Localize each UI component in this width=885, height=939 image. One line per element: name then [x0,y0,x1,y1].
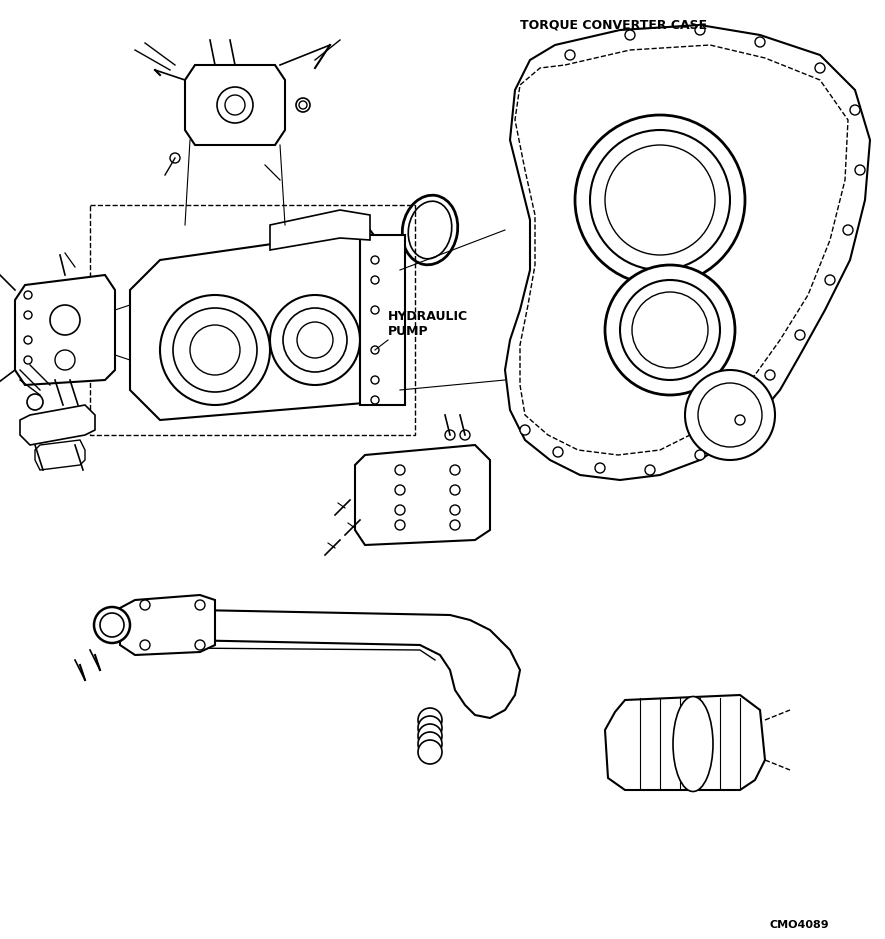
Circle shape [418,740,442,764]
Circle shape [765,370,775,380]
Circle shape [195,640,205,650]
Polygon shape [120,595,215,655]
Circle shape [698,383,762,447]
Circle shape [645,465,655,475]
Circle shape [460,430,470,440]
Text: TORQUE CONVERTER CASE: TORQUE CONVERTER CASE [520,18,707,31]
Circle shape [297,322,333,358]
Ellipse shape [403,195,458,265]
Circle shape [195,600,205,610]
Circle shape [795,330,805,340]
Circle shape [140,640,150,650]
Circle shape [395,485,405,495]
Circle shape [371,306,379,314]
Circle shape [418,708,442,732]
Circle shape [685,370,775,460]
Circle shape [450,520,460,530]
Polygon shape [130,230,400,420]
Circle shape [270,295,360,385]
Text: CMO4089: CMO4089 [770,920,829,930]
Polygon shape [15,275,115,385]
Circle shape [755,37,765,47]
Polygon shape [270,210,370,250]
Circle shape [140,600,150,610]
Circle shape [695,25,705,35]
Circle shape [225,95,245,115]
Ellipse shape [673,697,713,792]
Circle shape [24,291,32,299]
Circle shape [283,308,347,372]
Circle shape [595,463,605,473]
Polygon shape [185,65,285,145]
Circle shape [160,295,270,405]
Circle shape [24,311,32,319]
Polygon shape [20,405,95,445]
Circle shape [296,98,310,112]
Circle shape [27,394,43,410]
Circle shape [450,465,460,475]
Circle shape [24,356,32,364]
Circle shape [735,415,745,425]
Polygon shape [605,695,765,790]
Circle shape [24,336,32,344]
Circle shape [553,447,563,457]
Ellipse shape [408,201,451,259]
Circle shape [94,607,130,643]
Circle shape [371,376,379,384]
Circle shape [170,153,180,163]
Circle shape [450,505,460,515]
Circle shape [850,105,860,115]
Circle shape [815,63,825,73]
Circle shape [299,101,307,109]
Circle shape [395,465,405,475]
Polygon shape [505,25,870,480]
Circle shape [565,50,575,60]
Circle shape [590,130,730,270]
Circle shape [371,346,379,354]
Circle shape [695,450,705,460]
Circle shape [371,256,379,264]
Circle shape [395,520,405,530]
Circle shape [190,325,240,375]
Polygon shape [35,440,85,470]
Circle shape [605,265,735,395]
Circle shape [450,485,460,495]
Circle shape [418,732,442,756]
Circle shape [855,165,865,175]
Circle shape [50,305,80,335]
Circle shape [100,613,124,637]
Circle shape [605,145,715,255]
Circle shape [371,396,379,404]
Circle shape [825,275,835,285]
Circle shape [418,716,442,740]
Circle shape [625,30,635,40]
Circle shape [445,430,455,440]
Circle shape [395,505,405,515]
Circle shape [371,276,379,284]
Circle shape [520,425,530,435]
Circle shape [843,225,853,235]
Circle shape [620,280,720,380]
Circle shape [55,350,75,370]
Circle shape [418,724,442,748]
Circle shape [632,292,708,368]
Circle shape [217,87,253,123]
Bar [360,235,405,405]
Circle shape [575,115,745,285]
Circle shape [173,308,257,392]
Text: HYDRAULIC
PUMP: HYDRAULIC PUMP [388,310,468,338]
Polygon shape [355,445,490,545]
